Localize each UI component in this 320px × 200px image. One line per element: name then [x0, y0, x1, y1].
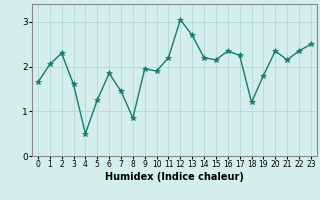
- X-axis label: Humidex (Indice chaleur): Humidex (Indice chaleur): [105, 172, 244, 182]
